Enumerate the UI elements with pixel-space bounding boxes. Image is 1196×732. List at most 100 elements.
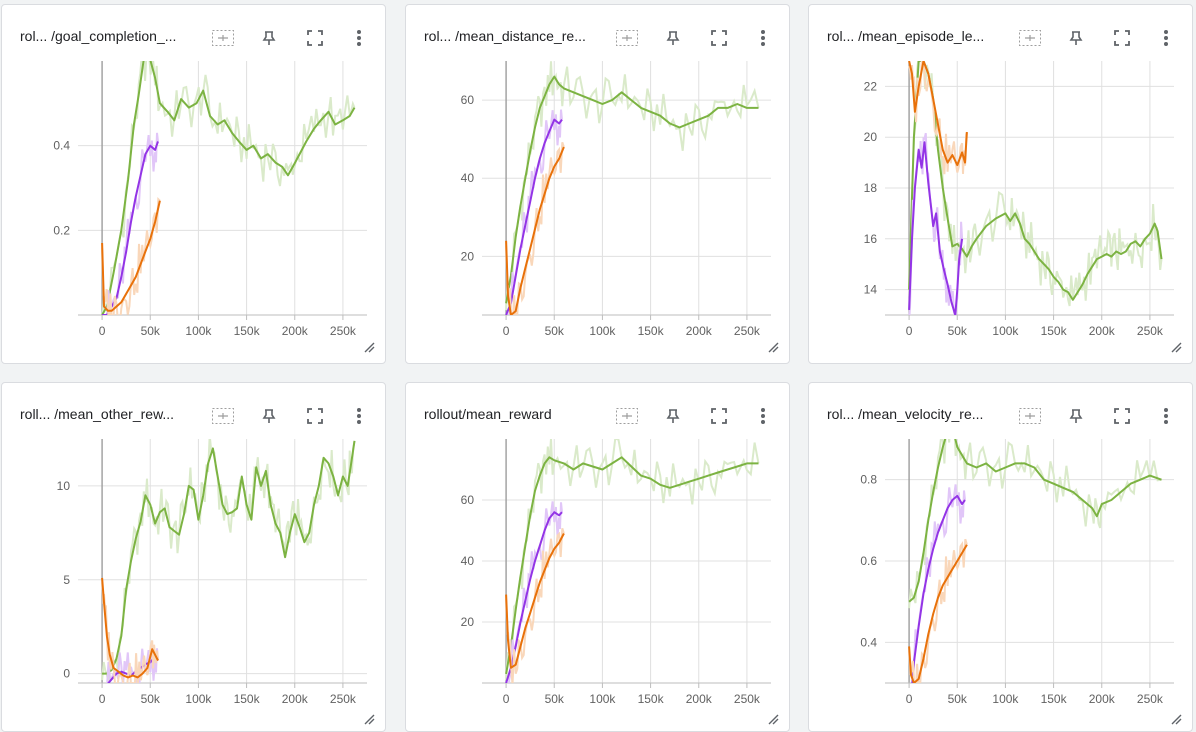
card-header: rol... /goal_completion_... <box>2 5 385 61</box>
x-tick-label: 250k <box>734 692 761 706</box>
x-tick-label: 0 <box>99 692 106 706</box>
fit-to-domain-button[interactable] <box>614 403 640 429</box>
series-group <box>101 439 356 683</box>
fullscreen-button[interactable] <box>1109 25 1135 51</box>
x-tick-label: 150k <box>638 324 665 338</box>
x-tick-label: 100k <box>992 692 1019 706</box>
x-tick-label: 200k <box>686 692 713 706</box>
smoothed-series-line <box>908 439 1162 603</box>
more-vert-button[interactable] <box>346 403 372 429</box>
smoothed-series-line <box>102 440 356 675</box>
raw-series-line <box>908 538 968 683</box>
y-tick-label: 20 <box>864 130 878 144</box>
smoothed-series-line <box>505 118 563 315</box>
more-vert-button[interactable] <box>750 25 776 51</box>
x-tick-label: 50k <box>141 324 161 338</box>
more-vert-button[interactable] <box>1153 403 1179 429</box>
fit-to-domain-button[interactable] <box>1017 403 1043 429</box>
card-title: rol... /goal_completion_... <box>20 28 177 44</box>
series-group <box>101 61 356 315</box>
smoothed-series-line <box>908 141 964 315</box>
smoothed-series-line <box>908 544 968 683</box>
x-tick-label: 50k <box>948 692 968 706</box>
resize-handle-icon[interactable] <box>363 341 375 353</box>
y-tick-label: 0.2 <box>53 223 70 237</box>
y-tick-label: 0.6 <box>860 554 877 568</box>
chart-card-mean-other-reward: roll... /mean_other_rew... 0 50k 100k 150k 2… <box>1 382 386 732</box>
x-tick-label: 50k <box>141 692 161 706</box>
x-tick-label: 250k <box>1137 692 1164 706</box>
pin-button[interactable] <box>1063 403 1089 429</box>
fullscreen-button[interactable] <box>302 403 328 429</box>
card-header: rollout/mean_reward <box>406 383 789 439</box>
fit-to-domain-button[interactable] <box>1017 25 1043 51</box>
fullscreen-button[interactable] <box>706 403 732 429</box>
resize-handle-icon[interactable] <box>1170 341 1182 353</box>
chart-card-mean-velocity-reward: rol... /mean_velocity_re... 0 50k 100k 150k… <box>808 382 1193 732</box>
x-tick-label: 100k <box>589 324 616 338</box>
x-tick-label: 200k <box>1089 324 1116 338</box>
card-title: rollout/mean_reward <box>424 406 552 422</box>
pin-button[interactable] <box>660 403 686 429</box>
smoothed-series-line <box>101 61 356 315</box>
fullscreen-button[interactable] <box>706 25 732 51</box>
y-tick-label: 0.4 <box>860 635 877 649</box>
line-chart: 0 50k 100k 150k 200k 250k 0 5 10 <box>57 439 367 706</box>
x-tick-label: 50k <box>545 692 565 706</box>
y-tick-label: 0.8 <box>860 473 877 487</box>
pin-button[interactable] <box>1063 25 1089 51</box>
y-tick-label: 40 <box>461 171 475 185</box>
y-tick-label: 60 <box>461 493 475 507</box>
resize-handle-icon[interactable] <box>363 713 375 725</box>
x-tick-label: 150k <box>1041 324 1068 338</box>
card-title: rol... /mean_episode_le... <box>827 28 985 44</box>
line-chart: 0 50k 100k 150k 200k 250k 14 16 18 20 22 <box>864 61 1174 338</box>
smoothed-series-line <box>911 494 966 683</box>
line-chart: 0 50k 100k 150k 200k 250k 0.2 0.4 <box>53 61 367 338</box>
card-title: rol... /mean_distance_re... <box>424 28 586 44</box>
y-tick-label: 60 <box>461 93 475 107</box>
series-group <box>908 61 1163 315</box>
chart-card-mean-reward: rollout/mean_reward 0 50k 100k 150k 200k 250k… <box>405 382 790 732</box>
raw-series-line <box>101 582 159 683</box>
raw-series-line <box>505 528 565 683</box>
more-vert-button[interactable] <box>346 25 372 51</box>
x-tick-label: 200k <box>1089 692 1116 706</box>
y-tick-label: 14 <box>864 283 878 297</box>
raw-series-line <box>505 141 565 315</box>
y-tick-label: 22 <box>864 79 878 93</box>
line-chart: 0 50k 100k 150k 200k 250k 20 40 60 <box>461 61 771 338</box>
resize-handle-icon[interactable] <box>1170 713 1182 725</box>
smoothed-series-line <box>908 61 1163 301</box>
x-tick-label: 250k <box>330 324 357 338</box>
series-group <box>908 439 1162 683</box>
more-vert-button[interactable] <box>750 403 776 429</box>
x-tick-label: 100k <box>992 324 1019 338</box>
fullscreen-button[interactable] <box>1109 403 1135 429</box>
pin-button[interactable] <box>660 25 686 51</box>
card-title: roll... /mean_other_rew... <box>20 406 175 422</box>
chart-card-mean-distance-reward: rol... /mean_distance_re... 0 50k 100k 150k… <box>405 4 790 364</box>
fit-to-domain-button[interactable] <box>210 25 236 51</box>
y-tick-label: 20 <box>461 249 475 263</box>
y-tick-label: 5 <box>63 573 70 587</box>
smoothed-series-line <box>505 75 759 304</box>
fit-to-domain-button[interactable] <box>614 25 640 51</box>
x-tick-label: 0 <box>906 692 913 706</box>
x-tick-label: 50k <box>545 324 565 338</box>
resize-handle-icon[interactable] <box>767 341 779 353</box>
resize-handle-icon[interactable] <box>767 713 779 725</box>
pin-button[interactable] <box>256 25 282 51</box>
y-tick-label: 40 <box>461 554 475 568</box>
x-tick-label: 200k <box>282 692 309 706</box>
card-header: rol... /mean_velocity_re... <box>809 383 1192 439</box>
line-chart: 0 50k 100k 150k 200k 250k 0.4 0.6 0.8 <box>860 439 1174 706</box>
more-vert-button[interactable] <box>1153 25 1179 51</box>
raw-series-line <box>101 439 356 683</box>
x-tick-label: 150k <box>234 324 261 338</box>
fullscreen-button[interactable] <box>302 25 328 51</box>
fit-to-domain-button[interactable] <box>210 403 236 429</box>
x-tick-label: 0 <box>503 324 510 338</box>
smoothed-series-line <box>505 456 759 675</box>
pin-button[interactable] <box>256 403 282 429</box>
